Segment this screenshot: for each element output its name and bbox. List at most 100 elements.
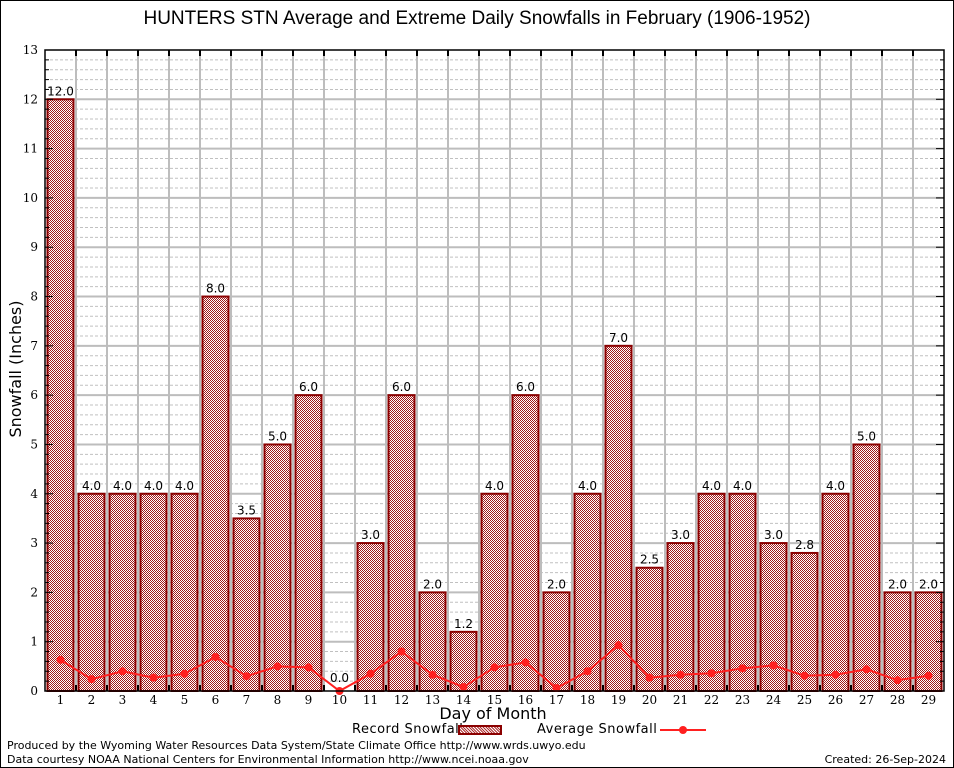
y-tick-label: 13 [23, 43, 38, 57]
average-point-day-13 [428, 670, 437, 679]
record-bar-day-19 [604, 344, 633, 692]
bar-value-label: 6.0 [516, 380, 535, 394]
bar-value-label: 1.2 [454, 617, 473, 631]
x-tick-label: 8 [274, 693, 282, 707]
x-tick-label: 24 [766, 693, 782, 707]
average-point-day-1 [56, 655, 65, 664]
average-point-day-22 [707, 669, 716, 678]
record-bar-day-21 [666, 542, 695, 692]
y-tick-label: 2 [30, 585, 38, 599]
record-bar-day-20 [635, 566, 664, 693]
record-bar-day-12 [387, 394, 416, 692]
bar-value-label: 0.0 [330, 671, 349, 685]
bar-value-label: 4.0 [578, 479, 597, 493]
bar-value-label: 2.8 [795, 538, 814, 552]
x-tick-label: 28 [890, 693, 905, 707]
bar-value-label: 3.0 [764, 528, 783, 542]
average-point-day-23 [738, 664, 747, 673]
x-tick-label: 10 [332, 693, 347, 707]
x-tick-label: 12 [394, 693, 409, 707]
x-tick-label: 21 [673, 693, 688, 707]
x-tick-label: 14 [456, 693, 472, 707]
bar-value-label: 3.0 [671, 528, 690, 542]
record-bar-day-15 [480, 492, 509, 692]
y-tick-label: 9 [30, 240, 38, 254]
record-bar-day-3 [108, 492, 137, 692]
average-point-day-24 [769, 661, 778, 670]
record-bar-day-17 [542, 591, 571, 693]
average-point-day-3 [118, 667, 127, 676]
x-tick-label: 16 [518, 693, 533, 707]
x-tick-label: 5 [181, 693, 189, 707]
record-bar-day-18 [573, 492, 602, 692]
record-bar-day-6 [201, 295, 230, 692]
record-bar-day-11 [356, 542, 385, 692]
created-date: Created: 26-Sep-2024 [824, 753, 946, 766]
credit-wrds: Produced by the Wyoming Water Resources … [7, 739, 586, 752]
bar-value-label: 4.0 [113, 479, 132, 493]
average-point-day-29 [924, 671, 933, 680]
y-tick-label: 8 [30, 290, 38, 304]
record-bar-day-4 [139, 492, 168, 692]
bar-value-label: 12.0 [47, 84, 74, 98]
x-tick-label: 18 [580, 693, 595, 707]
record-bar-day-28 [883, 591, 912, 693]
x-tick-label: 27 [859, 693, 874, 707]
bar-value-label: 8.0 [206, 282, 225, 296]
x-tick-label: 19 [611, 693, 626, 707]
x-tick-label: 17 [549, 693, 564, 707]
y-tick-label: 11 [23, 142, 38, 156]
average-point-day-28 [893, 676, 902, 685]
x-tick-label: 3 [119, 693, 127, 707]
x-axis-label: Day of Month [439, 704, 547, 723]
x-tick-label: 11 [363, 693, 378, 707]
record-bar-day-2 [77, 492, 106, 692]
y-tick-label: 5 [30, 437, 38, 451]
y-tick-label: 12 [23, 92, 38, 106]
bar-value-label: 2.0 [423, 577, 442, 591]
y-tick-label: 6 [30, 388, 38, 402]
y-tick-label: 1 [30, 635, 38, 649]
record-bar-day-26 [821, 492, 850, 692]
bar-value-label: 4.0 [144, 479, 163, 493]
x-tick-label: 6 [212, 693, 220, 707]
record-bar-day-22 [697, 492, 726, 692]
average-point-day-18 [583, 667, 592, 676]
chart-title: HUNTERS STN Average and Extreme Daily Sn… [143, 8, 811, 29]
x-tick-label: 23 [735, 693, 750, 707]
x-tick-label: 25 [797, 693, 812, 707]
bar-value-label: 6.0 [299, 380, 318, 394]
legend-average-label: Average Snowfall [537, 722, 658, 737]
record-bar-day-25 [790, 551, 819, 693]
x-tick-label: 22 [704, 693, 719, 707]
x-tick-label: 2 [88, 693, 96, 707]
average-point-day-27 [862, 665, 871, 674]
average-point-day-14 [459, 683, 468, 692]
y-tick-label: 3 [30, 536, 38, 550]
y-tick-label: 0 [30, 684, 38, 698]
average-point-day-7 [242, 672, 251, 681]
average-point-day-16 [521, 658, 530, 667]
average-point-day-21 [676, 670, 685, 679]
bar-value-label: 6.0 [392, 380, 411, 394]
record-bar-day-16 [511, 394, 540, 692]
bar-value-label: 4.0 [175, 479, 194, 493]
average-point-day-4 [149, 673, 158, 682]
x-tick-label: 7 [243, 693, 251, 707]
record-bar-day-27 [852, 443, 881, 693]
x-tick-label: 4 [150, 693, 158, 707]
bar-value-label: 5.0 [268, 429, 287, 443]
x-tick-label: 20 [642, 693, 657, 707]
average-point-day-20 [645, 673, 654, 682]
average-point-day-17 [552, 684, 561, 693]
average-point-day-2 [87, 675, 96, 684]
bar-value-label: 2.0 [547, 577, 566, 591]
x-tick-label: 26 [828, 693, 843, 707]
bar-value-label: 7.0 [609, 331, 628, 345]
average-point-day-6 [211, 652, 220, 661]
average-point-day-19 [614, 641, 623, 650]
x-tick-label: 15 [487, 693, 502, 707]
legend-average-marker [679, 726, 687, 734]
average-point-day-25 [800, 671, 809, 680]
bar-value-label: 4.0 [82, 479, 101, 493]
